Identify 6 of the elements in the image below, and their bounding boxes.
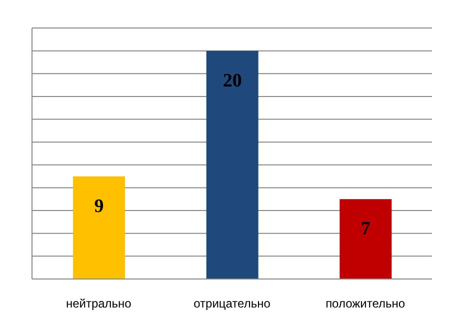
x-tick-label: нейтрально [66,296,132,311]
x-tick-label: отрицательно [194,296,271,311]
data-label: 7 [360,218,371,240]
data-label: 9 [94,196,104,217]
data-label: 20 [222,70,242,92]
x-tick-label: положительно [326,296,406,311]
